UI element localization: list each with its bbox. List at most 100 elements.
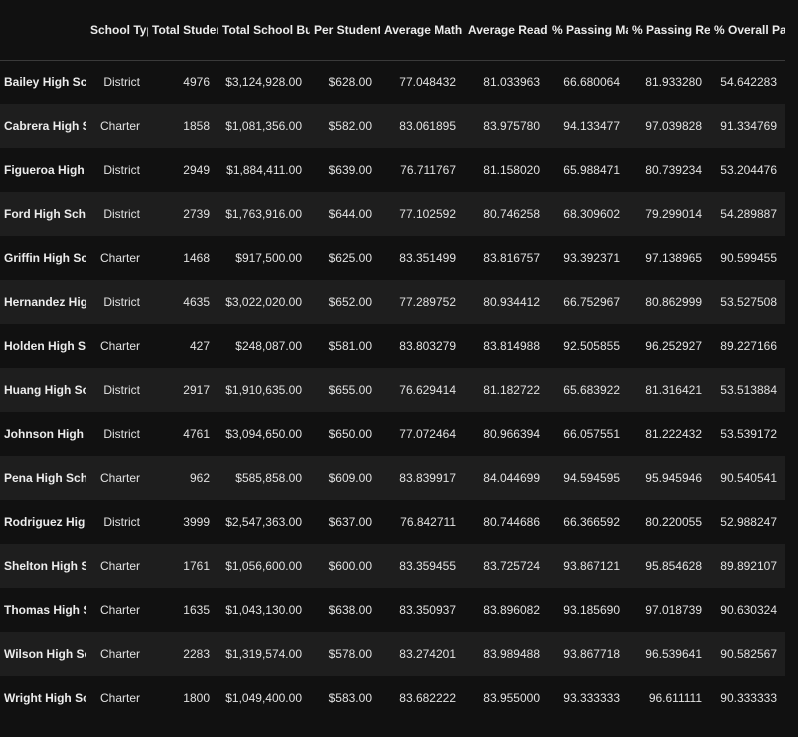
pct-passing-reading-cell: 80.739234: [645, 163, 702, 177]
pct-passing-reading-cell: 97.039828: [645, 119, 702, 133]
pct-passing-math-cell: 66.752967: [563, 295, 620, 309]
average-reading-score-cell: 83.989488: [483, 647, 540, 661]
average-math-score-cell: 83.350937: [399, 603, 456, 617]
pct-passing-math-cell: 92.505855: [563, 339, 620, 353]
row-index-school-name: Pena High School: [4, 471, 86, 485]
average-math-score-cell: 83.839917: [399, 471, 456, 485]
average-math-score-cell: 83.351499: [399, 251, 456, 265]
pct-overall-passing-cell: 53.204476: [720, 163, 777, 177]
school-type-cell: Charter: [99, 647, 140, 661]
pct-passing-math-cell: 68.309602: [563, 207, 620, 221]
total-students-cell: 1468: [183, 251, 210, 265]
header-row: School Type Total Students Total School …: [0, 0, 785, 60]
total-school-budget-cell: $1,884,411.00: [226, 163, 302, 177]
row-index-school-name: Figueroa High School: [4, 163, 86, 177]
average-math-score-cell: 76.842711: [400, 515, 456, 529]
school-type-cell: District: [103, 163, 140, 177]
table-row: Johnson High School District 4761 $3,094,65…: [0, 412, 785, 456]
school-type-cell: Charter: [99, 119, 140, 133]
pct-passing-reading-cell: 95.854628: [645, 559, 702, 573]
table-row: Hernandez High School District 4635 $3,022,…: [0, 280, 785, 324]
per-student-budget-cell: $609.00: [328, 471, 372, 485]
total-school-budget-cell: $917,500.00: [235, 251, 302, 265]
total-school-budget-cell: $585,858.00: [235, 471, 302, 485]
pct-overall-passing-cell: 53.539172: [720, 427, 777, 441]
average-math-score-cell: 83.359455: [399, 559, 456, 573]
row-index-school-name: Holden High School: [4, 339, 86, 353]
pct-passing-reading-cell: 96.539641: [645, 647, 702, 661]
per-student-budget-cell: $637.00: [328, 515, 372, 529]
total-school-budget-cell: $1,056,600.00: [225, 559, 302, 573]
row-index-school-name: Wilson High School: [4, 647, 86, 661]
total-school-budget-cell: $1,049,400.00: [225, 691, 302, 705]
total-students-cell: 1761: [183, 559, 210, 573]
row-index-school-name: Johnson High School: [4, 427, 86, 441]
table-row: Huang High School District 2917 $1,910,635.…: [0, 368, 785, 412]
table-row: Rodriguez High School District 3999 $2,547,…: [0, 500, 785, 544]
total-school-budget-cell: $248,087.00: [235, 339, 302, 353]
table-row: Wright High School Charter 1800 $1,049,400.…: [0, 676, 785, 720]
average-reading-score-cell: 80.744686: [483, 515, 540, 529]
pct-overall-passing-cell: 90.599455: [720, 251, 777, 265]
total-school-budget-cell: $1,081,356.00: [225, 119, 302, 133]
pct-passing-reading-cell: 81.316421: [645, 383, 702, 397]
total-students-cell: 4976: [183, 75, 210, 90]
total-school-budget-cell: $3,022,020.00: [225, 295, 302, 309]
average-reading-score-cell: 83.814988: [483, 339, 540, 353]
per-student-budget-cell: $644.00: [328, 207, 372, 221]
col-header-pct-overall-passing: % Overall Passing: [714, 22, 785, 37]
row-index-school-name: Thomas High School: [4, 603, 86, 617]
pct-passing-math-cell: 93.185690: [563, 603, 620, 617]
index-header: [0, 0, 86, 60]
school-type-cell: District: [103, 427, 140, 441]
total-students-cell: 1858: [183, 119, 210, 133]
average-reading-score-cell: 84.044699: [483, 471, 540, 485]
total-students-cell: 1635: [183, 603, 210, 617]
school-type-cell: Charter: [99, 339, 140, 353]
table-row: Shelton High School Charter 1761 $1,056,600…: [0, 544, 785, 588]
pct-passing-reading-cell: 81.222432: [645, 427, 702, 441]
average-math-score-cell: 83.682222: [399, 691, 456, 705]
row-index-school-name: Huang High School: [4, 383, 86, 397]
pct-passing-math-cell: 94.594595: [563, 471, 620, 485]
table-row: Figueroa High School District 2949 $1,884,4…: [0, 148, 785, 192]
total-students-cell: 2917: [183, 383, 210, 397]
average-math-score-cell: 77.102592: [399, 207, 456, 221]
pct-overall-passing-cell: 54.289887: [720, 207, 777, 221]
pct-overall-passing-cell: 90.333333: [720, 691, 777, 705]
total-school-budget-cell: $2,547,363.00: [225, 515, 302, 529]
pct-overall-passing-cell: 90.540541: [720, 471, 777, 485]
pct-overall-passing-cell: 90.582567: [720, 647, 777, 661]
table-header: School Type Total Students Total School …: [0, 0, 785, 60]
per-student-budget-cell: $652.00: [328, 295, 372, 309]
pct-passing-reading-cell: 97.138965: [645, 251, 702, 265]
per-student-budget-cell: $625.00: [328, 251, 372, 265]
total-school-budget-cell: $3,124,928.00: [225, 75, 302, 90]
per-student-budget-cell: $628.00: [328, 75, 372, 90]
total-students-cell: 962: [189, 471, 210, 485]
col-header-total-school-budget: Total School Budget: [222, 22, 310, 37]
total-students-cell: 427: [189, 339, 210, 353]
average-math-score-cell: 76.629414: [399, 383, 456, 397]
pct-passing-math-cell: 93.392371: [563, 251, 620, 265]
pct-overall-passing-cell: 89.227166: [720, 339, 777, 353]
school-summary-table: School Type Total Students Total School …: [0, 0, 785, 720]
pct-passing-math-cell: 93.867718: [563, 647, 620, 661]
table-row: Ford High School District 2739 $1,763,916.0…: [0, 192, 785, 236]
row-index-school-name: Hernandez High School: [4, 295, 86, 309]
pct-passing-reading-cell: 96.611111: [648, 691, 702, 705]
col-header-total-students: Total Students: [152, 22, 218, 37]
per-student-budget-cell: $582.00: [328, 119, 372, 133]
pct-overall-passing-cell: 53.527508: [720, 295, 777, 309]
per-student-budget-cell: $638.00: [328, 603, 372, 617]
total-students-cell: 2739: [183, 207, 210, 221]
pct-passing-reading-cell: 80.862999: [645, 295, 702, 309]
average-reading-score-cell: 83.955000: [483, 691, 540, 705]
pct-passing-math-cell: 65.683922: [563, 383, 620, 397]
total-school-budget-cell: $1,910,635.00: [225, 383, 302, 397]
average-math-score-cell: 83.061895: [399, 119, 456, 133]
table-row: Griffin High School Charter 1468 $917,500.0…: [0, 236, 785, 280]
row-index-school-name: Shelton High School: [4, 559, 86, 573]
school-type-cell: Charter: [99, 251, 140, 265]
